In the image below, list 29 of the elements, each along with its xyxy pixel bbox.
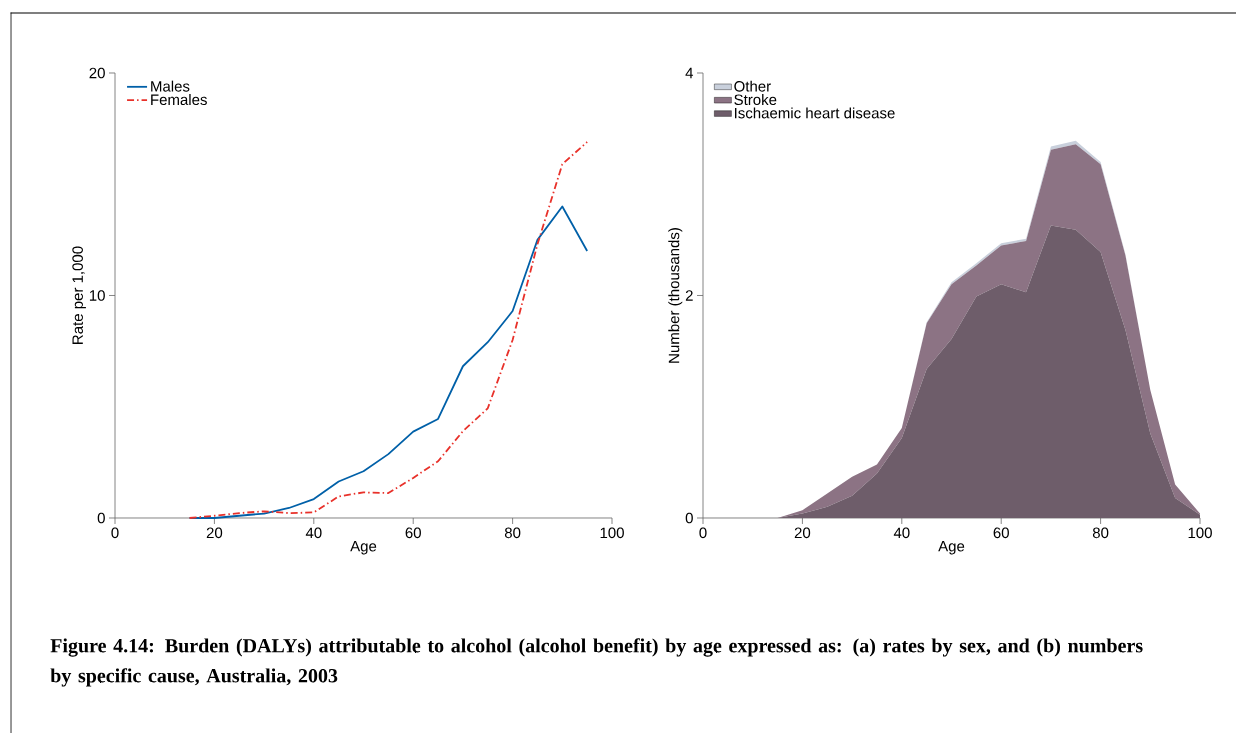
y-tick-label: 10 xyxy=(89,290,105,301)
x-tick-label: 60 xyxy=(405,527,421,539)
y-tick-label: 0 xyxy=(685,512,693,524)
y-axis-title: Rate per 1,000 xyxy=(72,246,86,344)
y-axis-title: Number (thousands) xyxy=(668,228,683,363)
x-tick-label: 20 xyxy=(206,527,223,539)
y-tick-label: 4 xyxy=(685,67,694,79)
x-tick-label: 80 xyxy=(504,527,521,539)
x-tick-label: 100 xyxy=(1188,527,1212,539)
x-axis-title: Age xyxy=(938,541,965,555)
x-tick-label: 0 xyxy=(699,527,707,539)
legend-label: Females xyxy=(151,94,207,106)
x-tick-label: 40 xyxy=(305,527,322,539)
y-tick-label: 20 xyxy=(89,67,105,79)
x-tick-label: 40 xyxy=(893,527,910,539)
x-tick-label: 0 xyxy=(111,527,119,539)
y-tick-label: 2 xyxy=(685,290,693,301)
legend-label: Ischaemic heart disease xyxy=(735,107,895,119)
x-tick-label: 20 xyxy=(794,527,811,539)
x-axis-title: Age xyxy=(350,541,377,555)
caption: Figure 4.14: Burden (DALYs) attributable to alcohol (alcohol benefit) by age expressed as: (a) rates by sex, and (b) numbers by specific cause, Australia, 2003 xyxy=(50,638,1143,687)
x-tick-label: 100 xyxy=(600,527,624,539)
line-series xyxy=(188,141,589,519)
legend-label: Males xyxy=(151,80,190,92)
legend-label: Stroke xyxy=(734,94,777,106)
x-tick-label: 80 xyxy=(1092,527,1109,539)
x-tick-label: 60 xyxy=(993,527,1009,539)
y-tick-label: 0 xyxy=(97,512,105,524)
legend-label: Other xyxy=(734,80,771,92)
